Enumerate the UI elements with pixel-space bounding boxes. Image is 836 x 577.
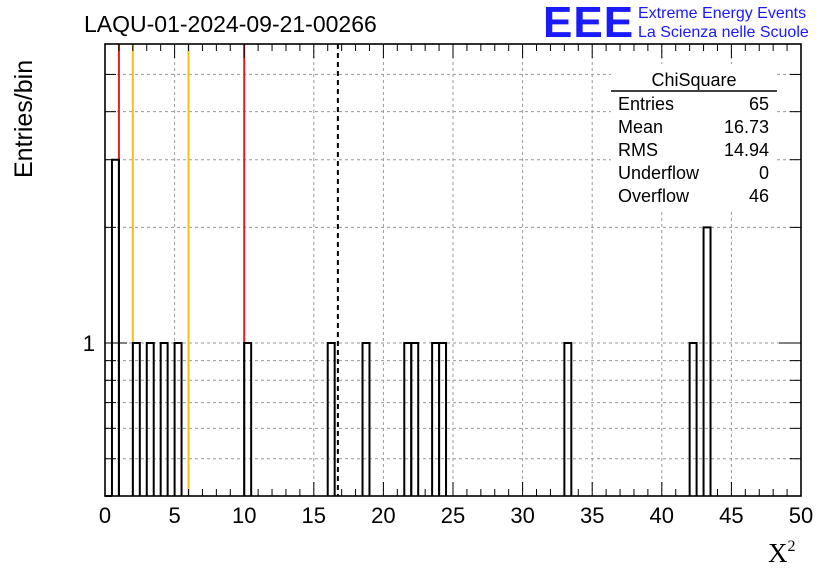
stats-row-value: 16.73: [724, 117, 769, 137]
histogram-bar: [131, 342, 141, 496]
stats-row-label: RMS: [618, 140, 658, 160]
histogram-bar: [159, 342, 169, 496]
x-tick-label: 20: [371, 503, 395, 528]
x-tick-label: 10: [232, 503, 256, 528]
x-tick-label: 0: [99, 503, 111, 528]
histogram-bar: [688, 342, 698, 496]
eee-logo: EEE: [543, 0, 635, 47]
histogram-bar: [243, 342, 253, 496]
stats-row-label: Overflow: [618, 186, 690, 206]
x-tick-label: 25: [441, 503, 465, 528]
x-tick-label: 40: [650, 503, 674, 528]
histogram-bar: [110, 158, 120, 496]
chart-title: LAQU-01-2024-09-21-00266: [84, 11, 377, 37]
histogram-bar: [403, 342, 413, 496]
stats-row-value: 0: [759, 163, 769, 183]
stats-row-value: 65: [749, 94, 769, 114]
axes: 0 5 10 15 20 25 30 35 40 45 50 1: [83, 44, 813, 528]
x-axis-label: X2: [768, 538, 796, 568]
stats-row-label: Underflow: [618, 163, 700, 183]
histogram-bar: [563, 342, 573, 496]
histogram-bar: [438, 342, 448, 496]
y-axis-label: Entries/bin: [10, 60, 38, 178]
stats-box-background: [611, 64, 777, 212]
stats-row-label: Entries: [618, 94, 674, 114]
y-tick-label: 1: [83, 331, 95, 356]
histogram-bar: [326, 342, 336, 496]
stats-box-title: ChiSquare: [651, 70, 736, 90]
x-tick-label: 30: [510, 503, 534, 528]
x-axis-label-superscript: 2: [788, 538, 796, 555]
histogram-bar: [173, 342, 183, 496]
stats-box: ChiSquare Entries 65 Mean 16.73 RMS 14.94 Under…: [611, 64, 777, 212]
histogram-bar: [361, 342, 371, 496]
stats-row-value: 14.94: [724, 140, 769, 160]
eee-line-1: Extreme Energy Events: [638, 5, 807, 22]
histogram-bar: [431, 342, 441, 496]
histogram-bar: [702, 226, 712, 496]
x-tick-label: 15: [302, 503, 326, 528]
eee-line-2: La Scienza nelle Scuole: [638, 24, 809, 41]
x-tick-label: 45: [719, 503, 743, 528]
grid-layer: [105, 44, 801, 496]
stats-row-value: 46: [749, 186, 769, 206]
histogram-bar: [145, 342, 155, 496]
x-tick-label: 50: [789, 503, 813, 528]
stats-row-label: Mean: [618, 117, 663, 137]
histogram-bar: [410, 342, 420, 496]
x-tick-label: 5: [168, 503, 180, 528]
x-tick-label: 35: [580, 503, 604, 528]
